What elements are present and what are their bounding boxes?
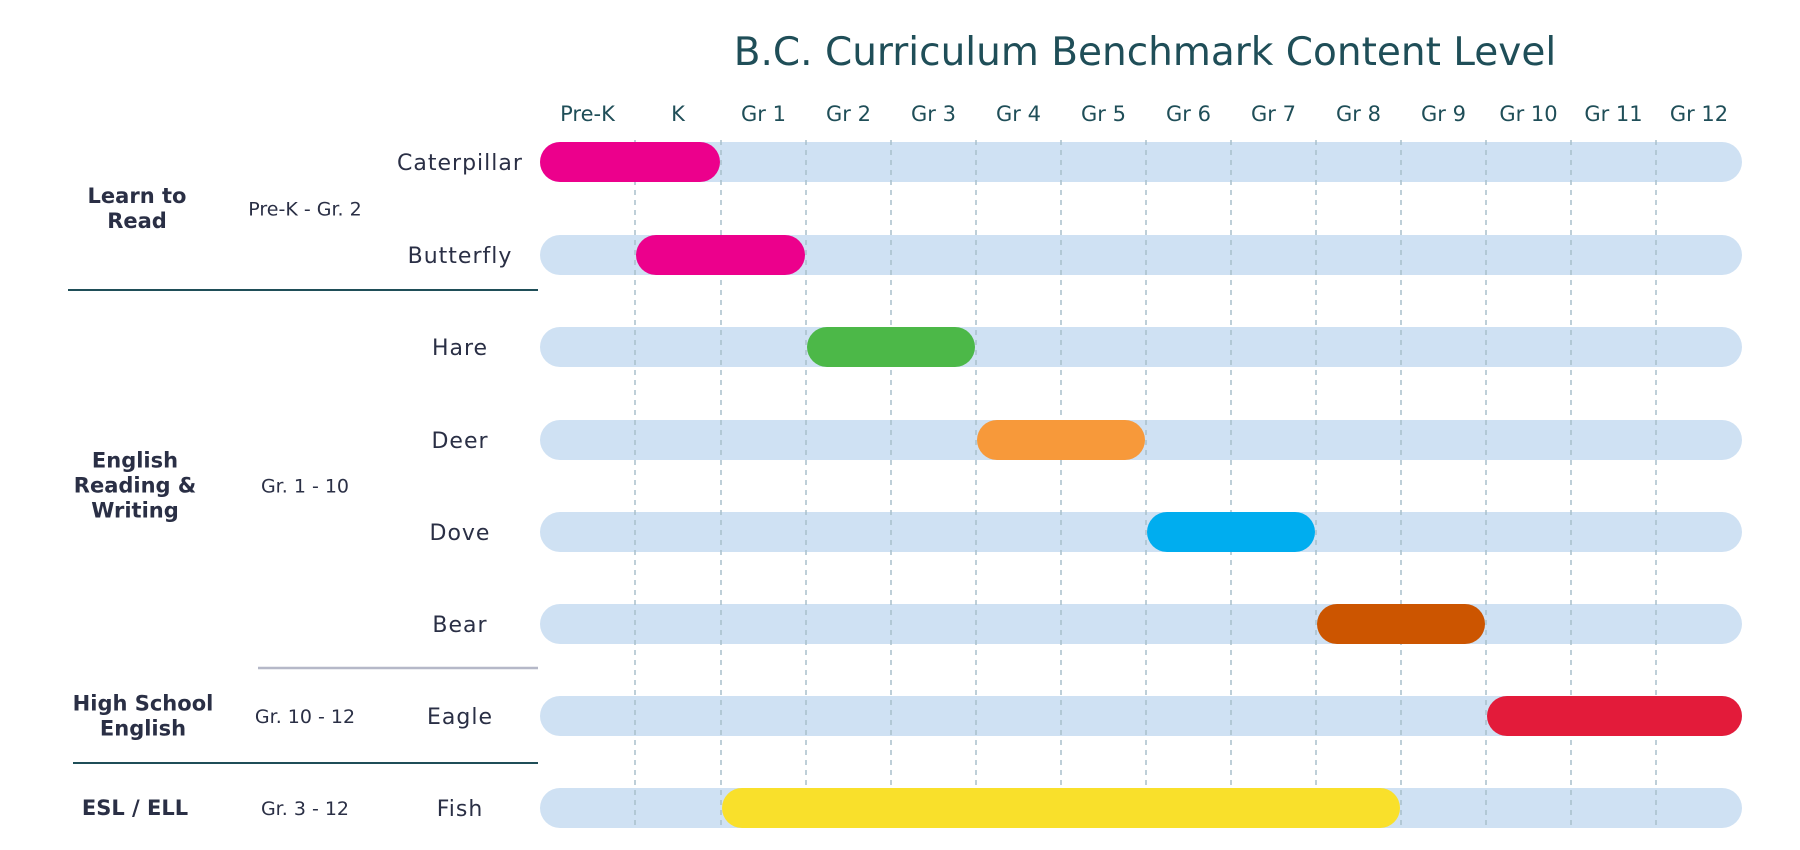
grade-tick-label: Gr 9 xyxy=(1421,102,1466,126)
level-bar xyxy=(1147,512,1315,552)
group-name-label: Read xyxy=(107,209,167,233)
group-name-label: High School xyxy=(73,692,214,716)
grade-tick-label: Gr 10 xyxy=(1499,102,1557,126)
level-label: Caterpillar xyxy=(397,151,523,176)
group-name-label: ESL / ELL xyxy=(82,796,188,820)
level-label: Fish xyxy=(437,797,484,822)
level-bar xyxy=(636,235,805,275)
group-name-label: Writing xyxy=(91,499,179,523)
grade-tick-label: Gr 8 xyxy=(1336,102,1381,126)
grade-tick-label: K xyxy=(671,102,686,126)
level-bar xyxy=(1317,604,1485,644)
level-label: Bear xyxy=(432,613,487,638)
level-bars xyxy=(540,142,1742,828)
level-track xyxy=(540,235,1742,275)
level-label: Deer xyxy=(431,429,488,454)
group-name-label: Learn to xyxy=(88,184,187,208)
group-dividers xyxy=(68,289,538,764)
chart-title: B.C. Curriculum Benchmark Content Level xyxy=(734,30,1556,75)
grade-tick-label: Gr 12 xyxy=(1670,102,1728,126)
group-name-label: English xyxy=(100,717,186,741)
group-range-label: Pre-K - Gr. 2 xyxy=(248,199,361,221)
group-name-label: English xyxy=(92,449,178,473)
level-track xyxy=(540,512,1742,552)
level-label: Dove xyxy=(430,521,491,546)
grade-tick-labels: Pre-K K Gr 1 Gr 2 Gr 3 Gr 4 Gr 5 Gr 6 Gr 7 Gr 8 Gr… xyxy=(560,102,1728,126)
group-range-label: Gr. 10 - 12 xyxy=(255,706,355,728)
group-name-label: Reading & xyxy=(74,474,196,498)
group-range-label: Gr. 3 - 12 xyxy=(261,798,349,820)
level-bar xyxy=(807,327,975,367)
grade-tick-label: Gr 3 xyxy=(911,102,956,126)
level-bar xyxy=(977,420,1145,460)
level-label: Eagle xyxy=(427,705,493,730)
level-bar xyxy=(540,142,720,182)
grade-tick-label: Gr 11 xyxy=(1584,102,1642,126)
group-range-label: Gr. 1 - 10 xyxy=(261,476,349,498)
level-bar xyxy=(722,788,1400,828)
grade-tick-label: Gr 4 xyxy=(996,102,1041,126)
grade-tick-label: Pre-K xyxy=(560,102,616,126)
grade-tick-label: Gr 6 xyxy=(1166,102,1211,126)
grade-tick-label: Gr 5 xyxy=(1081,102,1126,126)
level-track xyxy=(540,142,1742,182)
level-label: Hare xyxy=(432,336,488,361)
level-track xyxy=(540,696,1742,736)
grade-tick-label: Gr 7 xyxy=(1251,102,1296,126)
level-label: Butterfly xyxy=(408,244,513,269)
grade-tick-label: Gr 2 xyxy=(826,102,871,126)
level-bar xyxy=(1487,696,1742,736)
grade-tick-label: Gr 1 xyxy=(741,102,786,126)
level-labels: Caterpillar Butterfly Hare Deer Dove Bear Eagl… xyxy=(397,151,523,822)
